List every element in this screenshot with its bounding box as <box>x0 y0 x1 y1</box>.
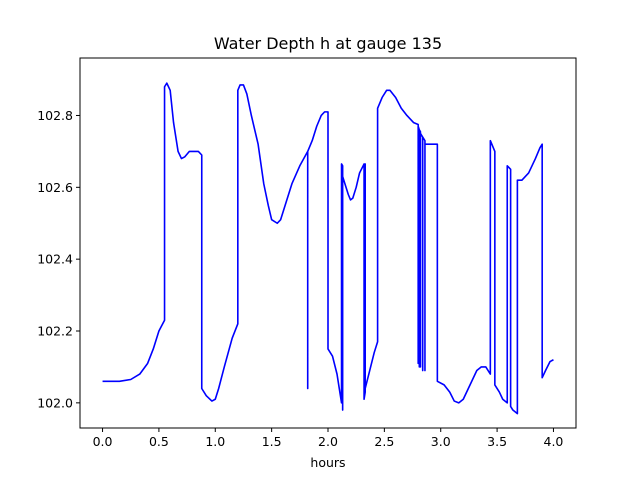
y-tick-label: 102.2 <box>37 324 73 339</box>
x-tick-label: 2.5 <box>374 434 394 449</box>
x-axis-label: hours <box>310 455 345 470</box>
chart-title: Water Depth h at gauge 135 <box>214 34 442 53</box>
x-tick-label: 0.5 <box>149 434 169 449</box>
y-tick-label: 102.6 <box>37 180 73 195</box>
x-tick-label: 2.0 <box>318 434 338 449</box>
x-tick-label: 1.5 <box>262 434 282 449</box>
y-tick-label: 102.4 <box>37 252 73 267</box>
x-tick-label: 1.0 <box>205 434 225 449</box>
x-tick-label: 3.0 <box>431 434 451 449</box>
x-axis: 0.0 0.5 1.0 1.5 2.0 2.5 3.0 3.5 4.0 <box>93 428 564 449</box>
y-tick-label: 102.0 <box>37 395 73 410</box>
plot-frame <box>79 57 577 429</box>
y-axis: 102.0 102.2 102.4 102.6 102.8 <box>37 108 80 410</box>
x-tick-label: 4.0 <box>544 434 564 449</box>
y-tick-label: 102.8 <box>37 108 73 123</box>
series-line <box>102 82 554 415</box>
x-tick-label: 0.0 <box>93 434 113 449</box>
x-tick-label: 3.5 <box>487 434 507 449</box>
